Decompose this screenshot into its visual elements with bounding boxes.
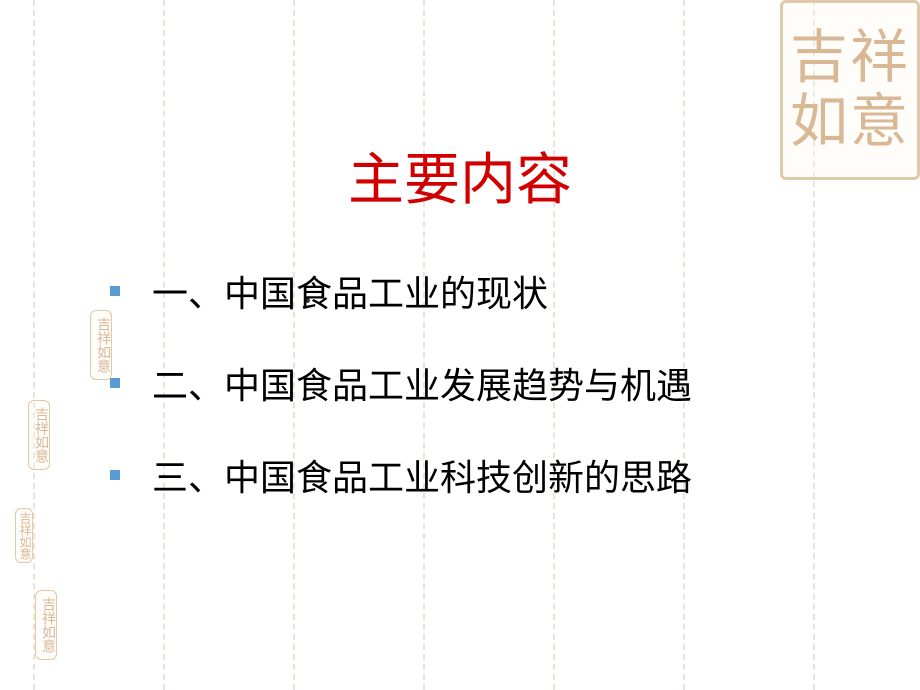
- slide-title: 主要内容: [0, 135, 920, 216]
- seal-decoration-small-2: 吉祥如意: [28, 400, 50, 470]
- seal-decoration-small-1: 吉祥如意: [90, 310, 112, 380]
- list-item: 三、中国食品工业科技创新的思路: [110, 449, 692, 501]
- list-item-label: 三、中国食品工业科技创新的思路: [152, 449, 692, 501]
- seal-text: 吉祥如意: [95, 317, 110, 373]
- bullet-icon: [110, 286, 120, 296]
- list-item-label: 一、中国食品工业的现状: [152, 265, 548, 317]
- content-list: 一、中国食品工业的现状 二、中国食品工业发展趋势与机遇 三、中国食品工业科技创新…: [110, 265, 692, 541]
- seal-text: 吉祥如意: [33, 407, 48, 463]
- bullet-icon: [110, 470, 120, 480]
- seal-text: 吉祥如意: [18, 512, 32, 560]
- bullet-icon: [110, 378, 120, 388]
- seal-decoration-small-3: 吉祥如意: [15, 508, 33, 563]
- list-item-label: 二、中国食品工业发展趋势与机遇: [152, 357, 692, 409]
- list-item: 一、中国食品工业的现状: [110, 265, 692, 317]
- seal-decoration-small-4: 吉祥如意: [35, 590, 57, 660]
- list-item: 二、中国食品工业发展趋势与机遇: [110, 357, 692, 409]
- seal-text: 吉祥如意: [40, 597, 55, 653]
